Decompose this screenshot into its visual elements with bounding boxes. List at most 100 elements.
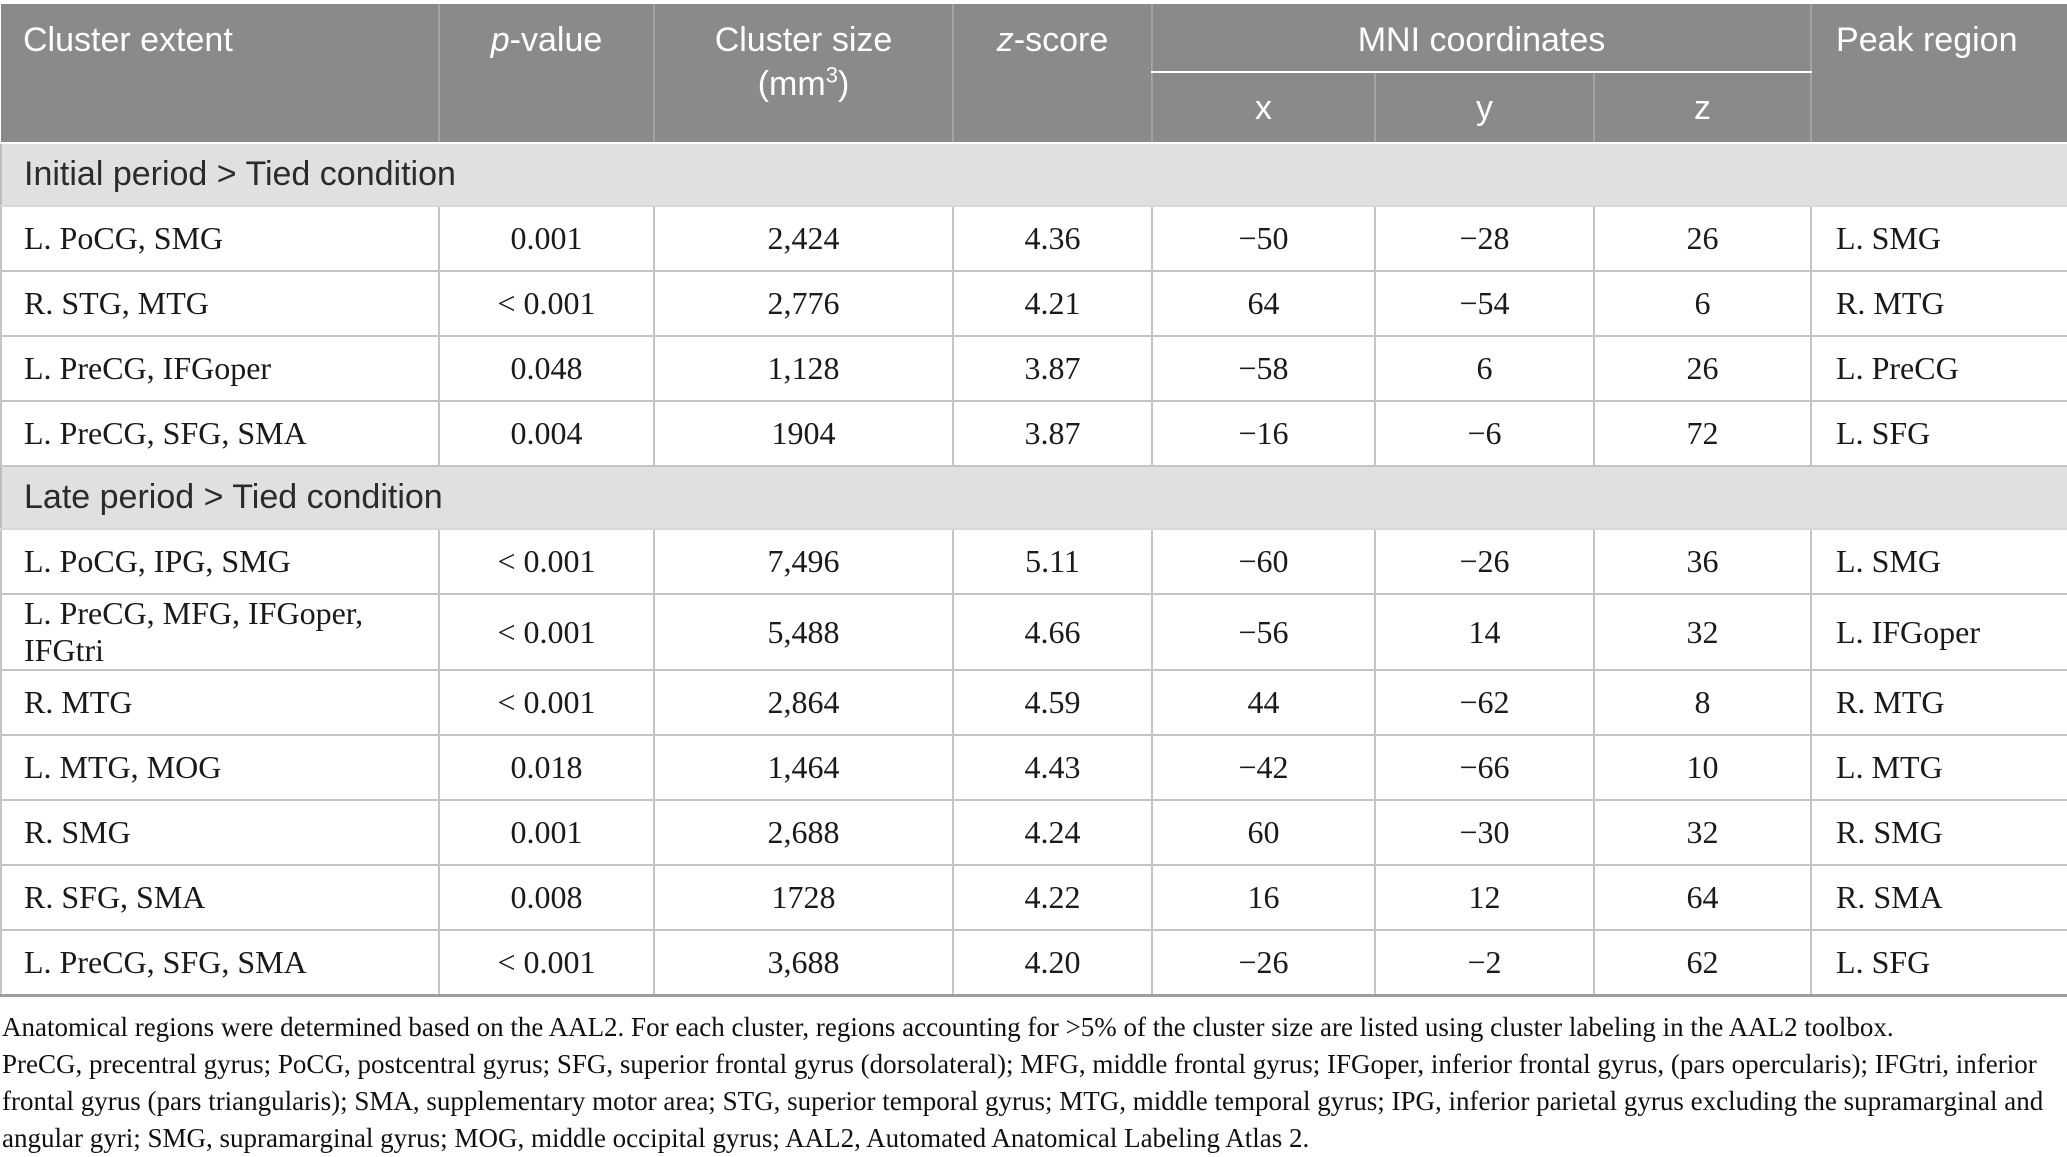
cell-mni-z: 6 — [1592, 270, 1813, 337]
table-row: R. SMG 0.001 2,688 4.24 60 −30 32 R. SMG — [0, 799, 2067, 866]
cell-z-score: 4.22 — [952, 864, 1153, 931]
cell-mni-z: 32 — [1592, 799, 1813, 866]
cell-peak-region: L. MTG — [1810, 734, 2067, 801]
cell-mni-y: −30 — [1374, 799, 1595, 866]
cell-mni-x: −50 — [1151, 205, 1376, 272]
cell-extent: L. PreCG, MFG, IFGoper, IFGtri — [0, 593, 440, 671]
p-rest: -value — [509, 21, 603, 59]
cell-mni-x: −26 — [1151, 929, 1376, 997]
peak-region-label: Peak region — [1836, 21, 2018, 59]
col-header-mni-coordinates: MNI coordinates — [1150, 4, 1812, 73]
cell-cluster-size: 7,496 — [653, 528, 954, 595]
cell-mni-y: −66 — [1374, 734, 1595, 801]
cell-mni-x: −16 — [1151, 400, 1376, 467]
cell-p-value: < 0.001 — [438, 669, 655, 736]
cell-peak-region: R. MTG — [1810, 270, 2067, 337]
col-header-z: z — [1592, 71, 1813, 144]
table-row: R. MTG < 0.001 2,864 4.59 44 −62 8 R. MT… — [0, 669, 2067, 736]
cell-mni-z: 32 — [1592, 593, 1813, 671]
cell-cluster-size: 2,424 — [653, 205, 954, 272]
cell-mni-y: 6 — [1374, 335, 1595, 402]
cell-mni-x: −56 — [1151, 593, 1376, 671]
col-header-z-score: z-score — [952, 4, 1152, 144]
cell-z-score: 4.20 — [952, 929, 1153, 997]
header-row-1: Cluster extent p-value Cluster size (mm3… — [1, 4, 2067, 144]
cell-z-score: 3.87 — [952, 335, 1153, 402]
cell-peak-region: L. SFG — [1810, 929, 2067, 997]
col-header-cluster-extent: Cluster extent — [1, 4, 439, 144]
table-footnotes: Anatomical regions were determined based… — [0, 997, 2067, 1157]
cell-extent: L. PreCG, SFG, SMA — [0, 929, 440, 997]
cell-extent: R. SFG, SMA — [0, 864, 440, 931]
section-title: Late period > Tied condition — [0, 465, 2067, 530]
cell-cluster-size: 2,776 — [653, 270, 954, 337]
table-row: L. PreCG, MFG, IFGoper, IFGtri < 0.001 5… — [0, 593, 2067, 671]
cell-z-score: 4.24 — [952, 799, 1153, 866]
mni-label: MNI coordinates — [1357, 21, 1606, 59]
cell-z-score: 4.43 — [952, 734, 1153, 801]
col-header-y: y — [1374, 71, 1594, 144]
cell-p-value: 0.008 — [438, 864, 655, 931]
cell-p-value: < 0.001 — [438, 270, 655, 337]
cell-mni-x: 60 — [1151, 799, 1376, 866]
cell-mni-y: −54 — [1374, 270, 1595, 337]
table-row: L. PreCG, SFG, SMA < 0.001 3,688 4.20 −2… — [0, 929, 2067, 997]
cell-cluster-size: 1,128 — [653, 335, 954, 402]
cell-z-score: 4.66 — [952, 593, 1153, 671]
cell-extent: L. PreCG, SFG, SMA — [0, 400, 440, 467]
cell-mni-x: 64 — [1151, 270, 1376, 337]
col-header-p-value: p-value — [438, 4, 654, 144]
cell-z-score: 4.21 — [952, 270, 1153, 337]
cell-p-value: < 0.001 — [438, 929, 655, 997]
table-row: L. PoCG, SMG 0.001 2,424 4.36 −50 −28 26… — [0, 205, 2067, 272]
table-row: L. PoCG, IPG, SMG < 0.001 7,496 5.11 −60… — [0, 528, 2067, 595]
cell-mni-z: 36 — [1592, 528, 1813, 595]
footnote-abbreviations: PreCG, precentral gyrus; PoCG, postcentr… — [2, 1049, 2044, 1153]
cell-mni-y: 14 — [1374, 593, 1595, 671]
cell-mni-x: 16 — [1151, 864, 1376, 931]
unit-close: ) — [837, 65, 850, 103]
footnote-methods: Anatomical regions were determined based… — [2, 1012, 1894, 1042]
cell-mni-y: −28 — [1374, 205, 1595, 272]
cell-p-value: 0.018 — [438, 734, 655, 801]
cell-mni-z: 10 — [1592, 734, 1813, 801]
cell-mni-y: −62 — [1374, 669, 1595, 736]
cell-cluster-size: 1904 — [653, 400, 954, 467]
cell-mni-y: −26 — [1374, 528, 1595, 595]
cell-p-value: 0.048 — [438, 335, 655, 402]
cell-p-value: 0.001 — [438, 799, 655, 866]
header-row-2: x y z — [1, 71, 2067, 144]
cell-mni-y: 12 — [1374, 864, 1595, 931]
cell-p-value: < 0.001 — [438, 528, 655, 595]
col-header-x: x — [1151, 71, 1375, 144]
cell-extent: R. MTG — [0, 669, 440, 736]
cell-z-score: 3.87 — [952, 400, 1153, 467]
cell-z-score: 4.36 — [952, 205, 1153, 272]
cell-z-score: 4.59 — [952, 669, 1153, 736]
cell-cluster-size: 3,688 — [653, 929, 954, 997]
col-header-cluster-extent-label: Cluster extent — [23, 21, 233, 59]
cell-peak-region: L. PreCG — [1810, 335, 2067, 402]
cell-mni-x: −58 — [1151, 335, 1376, 402]
cell-peak-region: R. SMA — [1810, 864, 2067, 931]
cell-cluster-size: 1728 — [653, 864, 954, 931]
cell-peak-region: R. SMG — [1810, 799, 2067, 866]
cell-extent: L. PoCG, IPG, SMG — [0, 528, 440, 595]
cell-extent: L. MTG, MOG — [0, 734, 440, 801]
cluster-results-table: Cluster extent p-value Cluster size (mm3… — [0, 4, 2067, 997]
section-band-initial: Initial period > Tied condition — [0, 142, 2067, 207]
z-italic: z — [996, 21, 1014, 59]
col-header-cluster-size: Cluster size (mm3) — [653, 4, 953, 144]
cell-p-value: 0.001 — [438, 205, 655, 272]
col-header-peak-region: Peak region — [1810, 4, 2067, 144]
table-row: L. MTG, MOG 0.018 1,464 4.43 −42 −66 10 … — [0, 734, 2067, 801]
table-body: Initial period > Tied condition L. PoCG,… — [0, 142, 2067, 997]
table-row: L. PreCG, SFG, SMA 0.004 1904 3.87 −16 −… — [0, 400, 2067, 467]
cell-mni-z: 62 — [1592, 929, 1813, 997]
cell-cluster-size: 2,864 — [653, 669, 954, 736]
cell-p-value: 0.004 — [438, 400, 655, 467]
cell-extent: L. PoCG, SMG — [0, 205, 440, 272]
cell-cluster-size: 2,688 — [653, 799, 954, 866]
cell-peak-region: L. SFG — [1810, 400, 2067, 467]
cell-mni-x: −60 — [1151, 528, 1376, 595]
